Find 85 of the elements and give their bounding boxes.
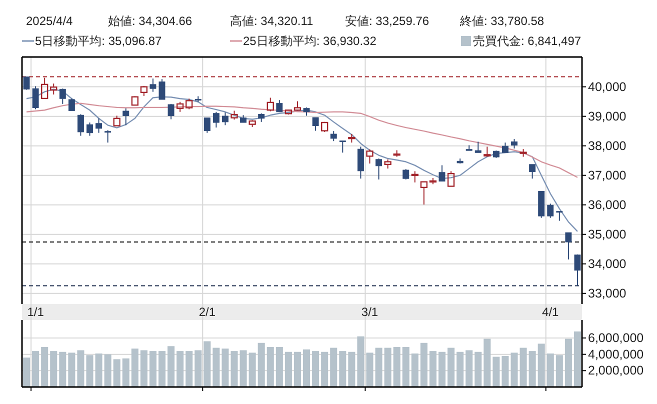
bar: [474, 352, 482, 387]
y-tick-label: 37,000: [588, 168, 626, 182]
bar: [86, 355, 94, 387]
x-tick-label: 1/1: [27, 305, 44, 319]
y-tick-label: 33,000: [588, 286, 626, 300]
bar: [77, 350, 84, 387]
bar: [41, 346, 48, 387]
bar: [448, 348, 455, 387]
bar: [456, 352, 464, 387]
bar: [149, 351, 156, 387]
bar: [510, 352, 518, 387]
y-tick-label: 40,000: [588, 80, 626, 94]
bar: [357, 336, 364, 387]
bar: [528, 351, 536, 387]
bar: [312, 351, 320, 387]
bar: [50, 351, 58, 387]
bar: [393, 346, 400, 387]
bar: [95, 354, 102, 387]
bar: [366, 352, 374, 387]
x-tick-label: 3/1: [361, 305, 378, 319]
legend-item: 25日移動平均: 36,930.32: [230, 34, 376, 48]
bar: [284, 352, 292, 387]
bar: [556, 355, 563, 387]
bar: [258, 342, 265, 387]
bar: [122, 358, 130, 387]
bar: [23, 358, 30, 387]
bar: [59, 352, 66, 387]
bar: [339, 351, 346, 387]
bar: [266, 346, 274, 387]
legend-item: 売買代金: 6,841,497: [461, 34, 582, 48]
bar: [104, 354, 112, 387]
bar: [240, 350, 247, 387]
bar: [194, 350, 202, 387]
bar: [321, 352, 328, 387]
y-tick-label: 34,000: [588, 256, 626, 271]
bar: [131, 348, 138, 387]
bar: [538, 344, 545, 387]
bar: [176, 351, 184, 387]
bar: [113, 359, 120, 387]
bar: [158, 351, 166, 387]
bar: [168, 346, 175, 387]
text: 安値: 33,259.76: [345, 14, 430, 28]
x-tick-label: 4/1: [542, 305, 560, 319]
y-tick-label: 35,000: [588, 227, 626, 242]
bar: [502, 356, 509, 387]
text: 2025/4/4: [26, 14, 74, 28]
bar: [330, 348, 338, 387]
bar: [348, 352, 356, 387]
bar: [438, 352, 446, 387]
text: 終値: 33,780.58: [459, 14, 544, 28]
legend-item: 5日移動平均: 35,096.87: [22, 34, 162, 48]
bar: [32, 351, 40, 387]
x-tick-label: 2/1: [198, 305, 216, 319]
bar: [303, 349, 310, 387]
y-tick-label: 36,000: [588, 198, 626, 212]
y-tick-label: 39,000: [588, 109, 626, 124]
bar: [204, 341, 211, 387]
bar: [492, 356, 500, 387]
bar: [402, 346, 410, 387]
bar: [466, 350, 473, 387]
bar: [574, 331, 581, 387]
bar: [248, 352, 256, 387]
bar: [186, 351, 193, 387]
bar: [546, 354, 554, 387]
bar: [420, 342, 428, 387]
bar: [140, 350, 148, 387]
bar: [484, 338, 491, 387]
y-tick-label: 38,000: [588, 138, 626, 153]
y-tick-label: 6,000,000: [588, 330, 644, 345]
bar: [429, 351, 436, 387]
bar: [68, 352, 76, 387]
bar: [384, 348, 392, 387]
y-tick-label: 4,000,000: [588, 347, 644, 362]
bar: [375, 348, 382, 387]
text: 始値: 34,304.66: [108, 14, 192, 28]
bar: [276, 346, 283, 387]
bar: [212, 348, 220, 387]
bar: [230, 351, 238, 387]
bar: [222, 348, 229, 387]
y-tick-label: 2,000,000: [588, 364, 644, 378]
bar: [564, 338, 572, 387]
bar: [294, 352, 301, 387]
text: 高値: 34,320.11: [230, 14, 314, 28]
bar: [411, 354, 418, 387]
bar: [520, 348, 527, 387]
